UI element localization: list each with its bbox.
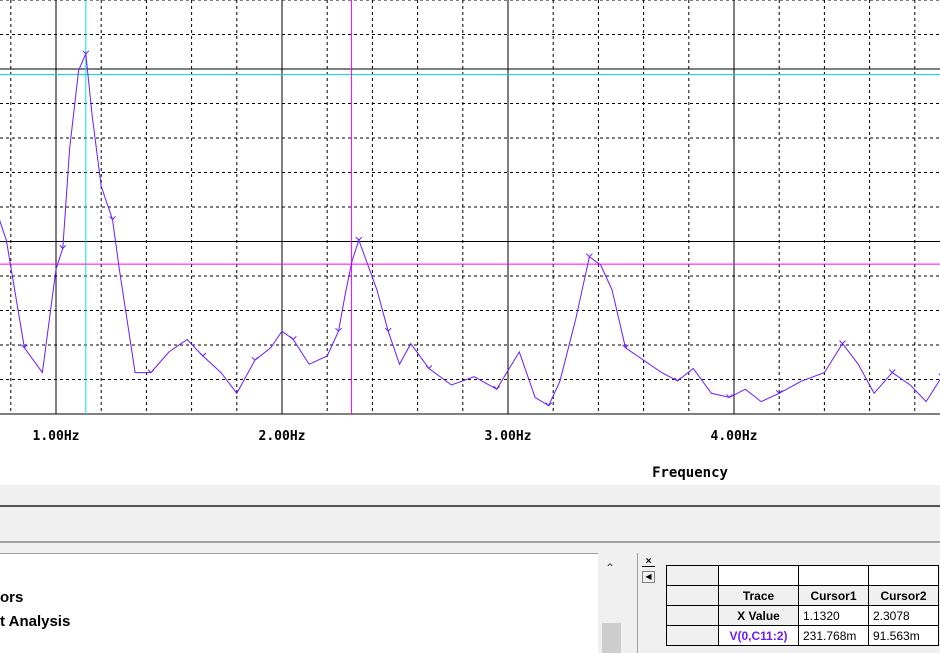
data-point-marker	[199, 352, 207, 357]
plot-footer-band	[0, 485, 940, 505]
cursor2-x-value: 2.3078	[868, 605, 939, 626]
table-cell-empty	[868, 565, 939, 586]
data-point-marker	[726, 394, 733, 399]
data-point-marker	[839, 340, 846, 345]
table-cell-blank	[666, 605, 719, 626]
data-point-marker	[289, 336, 297, 341]
x-tick-label: 3.00Hz	[485, 429, 532, 444]
header-cursor2: Cursor2	[868, 585, 939, 606]
header-cursor1: Cursor1	[798, 585, 869, 606]
x-tick-label: 4.00Hz	[711, 429, 758, 444]
scroll-up-icon[interactable]: ⌃	[605, 561, 616, 575]
table-cell-blank	[666, 565, 719, 586]
data-point-marker	[622, 344, 629, 349]
data-point-marker	[21, 344, 28, 349]
close-icon[interactable]: ×	[642, 557, 655, 569]
data-point-marker	[59, 245, 67, 250]
data-point-marker	[586, 253, 593, 258]
data-point-marker	[674, 377, 681, 382]
trace-name[interactable]: V(0,C11:2)	[718, 625, 799, 646]
data-point-marker	[82, 50, 90, 55]
table-cell-empty	[798, 565, 869, 586]
series-line-0	[0, 51, 940, 407]
x-tick-label: 2.00Hz	[259, 429, 306, 444]
data-point-marker	[355, 236, 363, 241]
data-point-marker	[109, 216, 116, 221]
x-tick-label: 1.00Hz	[33, 429, 80, 444]
table-cell-blank	[666, 625, 719, 646]
cursor-table: Trace Cursor1 Cursor2 X Value 1.1320 2.3…	[666, 565, 939, 646]
data-point-marker	[888, 369, 896, 374]
data-point-marker	[425, 365, 433, 370]
scroll-left-icon[interactable]: ◀	[642, 571, 655, 583]
data-point-marker	[775, 389, 783, 395]
cursor-panel: × ◀ Trace Cursor1 Cursor2 X Value 1.1320…	[637, 553, 940, 653]
data-point-marker	[251, 356, 259, 361]
data-point-marker	[335, 327, 342, 332]
output-window: ors t Analysis	[0, 553, 625, 653]
table-cell-empty	[718, 565, 799, 586]
cursor1-x-value: 1.1320	[798, 605, 869, 626]
scroll-thumb[interactable]	[602, 623, 621, 653]
output-line-1: ors	[0, 589, 24, 606]
header-trace: Trace	[718, 585, 799, 606]
pane-splitter[interactable]	[0, 505, 940, 553]
splitter-line	[0, 541, 940, 543]
panel-gap	[625, 553, 637, 653]
cursor1-trace-value: 231.768m	[798, 625, 869, 646]
cursor2-trace-value: 91.563m	[868, 625, 939, 646]
data-point-marker	[493, 385, 501, 390]
data-point-marker	[147, 369, 155, 374]
row-label-x-value: X Value	[718, 605, 799, 626]
output-scrollbar[interactable]: ⌃	[598, 553, 625, 653]
output-line-2: t Analysis	[0, 613, 71, 630]
x-axis-title: Frequency	[652, 465, 728, 481]
data-point-marker	[384, 327, 392, 332]
table-cell-blank	[666, 585, 719, 606]
data-point-marker	[545, 402, 553, 407]
